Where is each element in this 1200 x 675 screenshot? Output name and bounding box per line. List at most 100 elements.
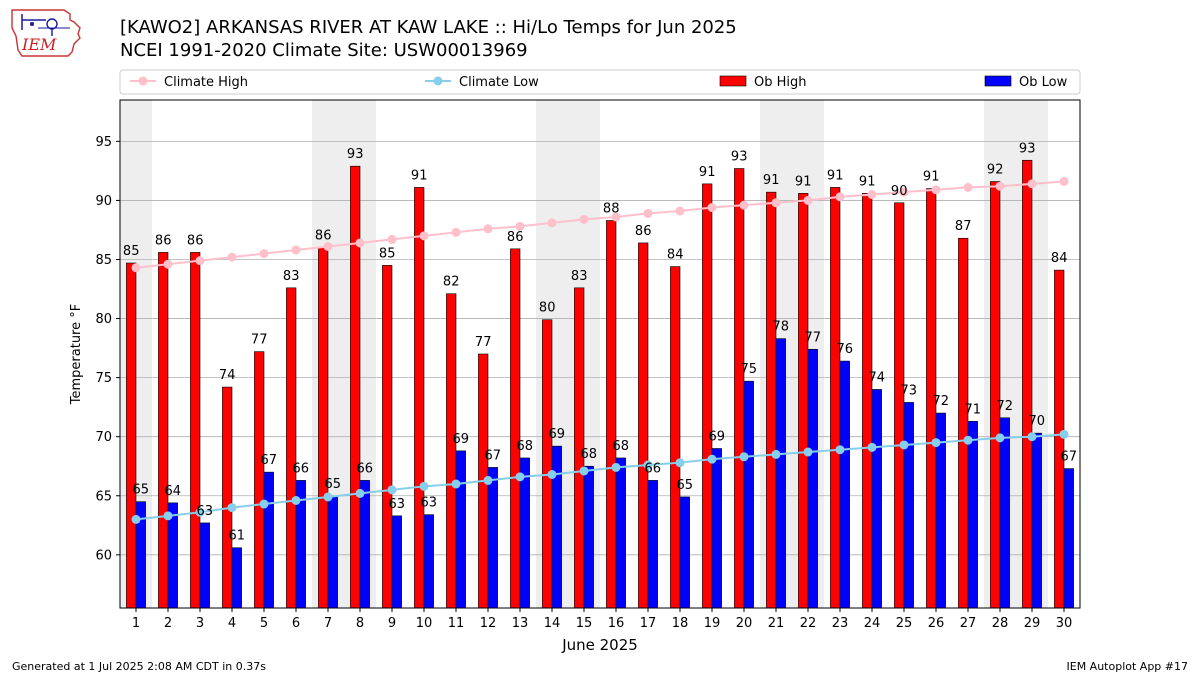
ob-low-label-day-17: 66 [645,461,662,476]
climate-low-point-day-14 [547,470,557,480]
ob-high-bar-day-1 [126,262,137,609]
iem-logo: IEM [11,9,81,57]
ob-high-label-day-15: 83 [571,269,588,284]
climate-high-point-day-7 [323,241,333,251]
ob-low-label-day-5: 67 [261,453,278,468]
ob-high-label-day-20: 93 [731,150,748,165]
climate-low-point-day-26 [931,438,941,448]
ob-high-bar-day-28 [990,181,1001,609]
footer-generated-text: Generated at 1 Jul 2025 2:08 AM CDT in 0… [12,660,266,673]
x-tick-label-1: 1 [132,616,140,631]
ob-high-bar-day-6 [286,287,297,609]
x-tick-label-19: 19 [704,616,721,631]
ob-high-label-day-16: 88 [603,202,620,217]
ob-high-label-day-9: 85 [379,246,396,261]
climate-high-point-day-3 [195,256,205,266]
climate-low-point-day-1 [131,514,141,524]
x-tick-label-30: 30 [1056,616,1073,631]
ob-low-label-day-2: 64 [165,484,182,499]
ob-high-bar-day-29 [1022,159,1033,609]
x-tick-label-24: 24 [864,616,881,631]
x-tick-label-21: 21 [768,616,785,631]
ob-low-label-day-10: 63 [421,496,438,511]
x-axis-label: June 2025 [561,636,638,654]
ob-low-bar-day-25 [903,402,914,609]
ob-high-bar-day-3 [190,252,201,609]
ob-low-bar-day-16 [615,457,626,609]
ob-high-bar-day-18 [670,266,681,609]
ob-high-label-day-24: 91 [859,174,876,189]
chart-title: [KAWO2] ARKANSAS RIVER AT KAW LAKE :: Hi… [120,17,737,38]
chart-subtitle: NCEI 1991-2020 Climate Site: USW00013969 [120,40,528,61]
ob-high-bar-day-5 [254,351,265,609]
ob-low-label-day-23: 76 [837,342,854,357]
ob-low-bar-day-23 [839,360,850,609]
x-tick-label-9: 9 [388,616,396,631]
x-tick-label-17: 17 [640,616,657,631]
x-tick-label-15: 15 [576,616,593,631]
climate-high-point-day-4 [227,252,237,262]
climate-high-point-day-17 [643,208,653,218]
climate-high-point-day-1 [131,263,141,273]
ob-low-label-day-24: 74 [869,370,886,385]
ob-low-bar-day-27 [967,421,978,609]
x-tick-label-16: 16 [608,616,625,631]
ob-high-bar-day-27 [958,237,969,609]
ob-low-label-day-11: 69 [453,432,470,447]
legend-box [119,69,1081,95]
x-tick-label-23: 23 [832,616,849,631]
y-tick-label-75: 75 [95,371,112,386]
ob-high-bar-day-9 [382,265,393,609]
ob-low-label-day-21: 78 [773,320,790,335]
ob-low-bar-day-30 [1063,468,1074,609]
x-tick-label-5: 5 [260,616,268,631]
ob-high-label-day-2: 86 [155,233,172,248]
ob-high-label-day-17: 86 [635,224,652,239]
x-tick-label-12: 12 [480,616,497,631]
climate-low-line [135,433,1065,521]
x-tick-label-3: 3 [196,616,204,631]
ob-high-bar-day-8 [350,165,361,609]
ob-high-bar-day-4 [222,386,233,609]
ob-high-bar-day-23 [830,187,841,609]
y-tick-label-85: 85 [95,253,112,268]
climate-high-point-day-27 [963,182,973,192]
bar-value-labels: 85 65 86 64 86 63 74 61 77 67 83 66 86 65 93 66 85 63 91 63… [123,141,1077,543]
x-tick-label-7: 7 [324,616,332,631]
ob-low-label-day-19: 69 [709,430,726,445]
ob-high-label-day-26: 91 [923,170,940,185]
ob-high-label-day-23: 91 [827,168,844,183]
ob-high-label-day-6: 83 [283,269,300,284]
ob-high-bar-day-2 [158,252,169,609]
ob-high-bar-day-7 [318,247,329,609]
climate-high-point-day-2 [163,259,173,269]
ob-low-bar-day-9 [391,515,402,609]
ob-low-bar-day-28 [999,417,1010,609]
climate-low-point-day-16 [611,462,621,472]
ob-high-label-day-7: 86 [315,229,332,244]
climate-low-point-day-6 [291,495,301,505]
climate-low-point-day-19 [707,454,717,464]
climate-low-point-day-8 [355,488,365,498]
ob-low-label-day-15: 68 [581,447,598,462]
ob-high-label-day-11: 82 [443,275,460,290]
ob-high-bar-day-20 [734,168,745,609]
x-tick-label-29: 29 [1024,616,1041,631]
climate-low-point-day-2 [163,511,173,521]
ob-low-label-day-4: 61 [229,529,246,544]
y-tick-label-80: 80 [95,312,112,327]
climate-high-line [135,180,1065,269]
ob-low-bar-day-22 [807,348,818,609]
climate-high-point-day-5 [259,249,269,259]
climate-high-point-day-30 [1059,177,1069,187]
ob-high-label-day-27: 87 [955,219,972,234]
ob-high-label-day-3: 86 [187,233,204,248]
climate-low-point-day-5 [259,499,269,509]
ob-low-label-day-25: 73 [901,383,918,398]
climate-high-point-day-26 [931,185,941,195]
x-tick-label-27: 27 [960,616,977,631]
ob-high-label-day-18: 84 [667,248,684,263]
climate-high-point-day-16 [611,212,621,222]
climate-high-point-day-14 [547,218,557,228]
